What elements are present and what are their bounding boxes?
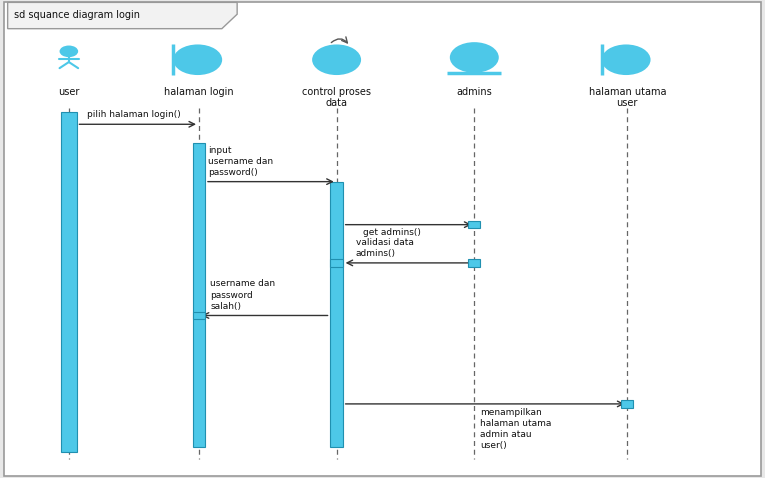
Bar	[468, 259, 480, 267]
Text: validasi data
admins(): validasi data admins()	[356, 238, 414, 258]
Text: halaman login: halaman login	[164, 87, 234, 97]
Bar	[621, 400, 633, 408]
Bar	[193, 312, 205, 319]
Text: admins: admins	[457, 87, 492, 97]
Text: menampilkan
halaman utama
admin atau
user(): menampilkan halaman utama admin atau use…	[480, 408, 552, 450]
Bar	[468, 221, 480, 228]
Circle shape	[312, 44, 361, 75]
Text: get admins(): get admins()	[363, 228, 422, 238]
Text: control proses
data: control proses data	[302, 87, 371, 108]
Circle shape	[450, 42, 499, 73]
Text: user: user	[58, 87, 80, 97]
Text: sd squance diagram login: sd squance diagram login	[14, 10, 140, 20]
Text: username dan
password
salah(): username dan password salah()	[210, 280, 275, 311]
Polygon shape	[8, 2, 237, 29]
Circle shape	[60, 45, 78, 57]
Text: pilih halaman login(): pilih halaman login()	[87, 109, 181, 119]
Bar	[330, 259, 343, 267]
Circle shape	[173, 44, 222, 75]
Circle shape	[601, 44, 650, 75]
Bar	[61, 112, 76, 452]
Text: halaman utama
user: halaman utama user	[588, 87, 666, 108]
Bar	[330, 182, 343, 447]
Text: input
username dan
password(): input username dan password()	[208, 146, 273, 177]
Bar	[193, 143, 205, 447]
